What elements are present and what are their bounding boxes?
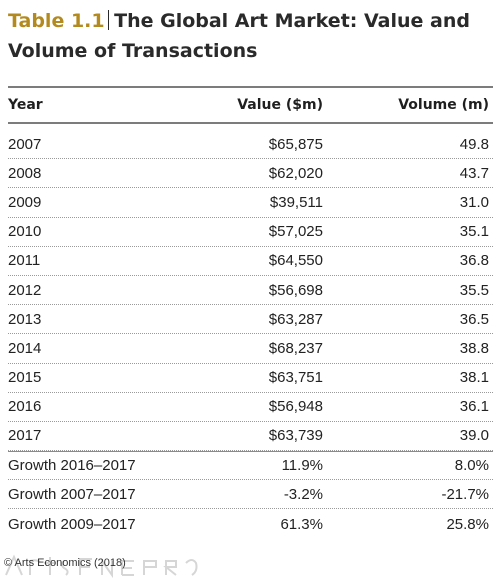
cell-growth-period: Growth 2009–2017 <box>8 515 136 533</box>
growth-row: Growth 2007–2017 -3.2% -21.7% <box>8 480 493 510</box>
column-header-volume: Volume (m) <box>398 97 489 113</box>
cell-year: 2012 <box>8 281 42 299</box>
cell-volume: 49.8 <box>459 135 489 153</box>
table-header-row: Year Value ($m) Volume (m) <box>8 86 493 124</box>
cell-value-growth: 11.9% <box>281 457 323 475</box>
table-row: 2009 $39,511 31.0 <box>8 188 493 218</box>
cell-volume-growth: 25.8% <box>446 515 489 533</box>
table-row: 2014 $68,237 38.8 <box>8 334 493 364</box>
growth-row: Growth 2016–2017 11.9% 8.0% <box>8 451 493 481</box>
table-title-line1: The Global Art Market: Value and <box>114 10 470 32</box>
cell-year: 2008 <box>8 164 42 182</box>
cell-year: 2010 <box>8 223 42 241</box>
table-body: 2007 $65,875 49.8 2008 $62,020 43.7 2009… <box>8 130 493 539</box>
table-row: 2017 $63,739 39.0 <box>8 422 493 452</box>
cell-value-growth: 61.3% <box>280 515 323 533</box>
table-row: 2008 $62,020 43.7 <box>8 159 493 189</box>
column-header-year: Year <box>8 97 43 113</box>
cell-growth-period: Growth 2007–2017 <box>8 485 136 503</box>
cell-year: 2014 <box>8 339 42 357</box>
table-row: 2013 $63,287 36.5 <box>8 305 493 335</box>
cell-volume: 35.1 <box>459 223 489 241</box>
cell-volume: 35.5 <box>459 281 489 299</box>
cell-value: $56,698 <box>268 281 323 299</box>
source-credit: © Arts Economics (2018) <box>4 557 126 569</box>
cell-volume: 36.1 <box>459 398 489 416</box>
cell-value: $62,020 <box>268 164 323 182</box>
cell-volume: 38.1 <box>459 369 489 387</box>
table-row: 2016 $56,948 36.1 <box>8 393 493 422</box>
cell-year: 2016 <box>8 398 42 416</box>
growth-row: Growth 2009–2017 61.3% 25.8% <box>8 509 493 538</box>
cell-value: $56,948 <box>268 398 323 416</box>
column-header-value: Value ($m) <box>237 97 323 113</box>
cell-volume: 36.8 <box>459 252 489 270</box>
cell-volume: 36.5 <box>459 310 489 328</box>
cell-volume-growth: 8.0% <box>454 457 489 475</box>
cell-year: 2015 <box>8 369 42 387</box>
table-title-line2: Volume of Transactions <box>8 40 258 62</box>
cell-volume-growth: -21.7% <box>441 485 489 503</box>
table-title: Table 1.1 The Global Art Market: Value an… <box>8 6 493 66</box>
cell-year: 2011 <box>8 252 41 270</box>
table-row: 2011 $64,550 36.8 <box>8 247 493 276</box>
cell-value: $63,287 <box>268 310 323 328</box>
cell-value: $68,237 <box>268 339 323 357</box>
cell-value: $63,739 <box>268 427 323 445</box>
cell-volume: 43.7 <box>459 164 489 182</box>
title-divider <box>107 10 110 30</box>
cell-year: 2017 <box>8 427 42 445</box>
cell-value-growth: -3.2% <box>283 485 323 503</box>
watermark-image <box>0 553 200 578</box>
cell-value: $65,875 <box>268 135 323 153</box>
table-row: 2012 $56,698 35.5 <box>8 276 493 306</box>
table-number-label: Table 1.1 <box>8 10 105 32</box>
cell-growth-period: Growth 2016–2017 <box>8 457 136 475</box>
watermark-graphic <box>5 554 198 578</box>
cell-year: 2009 <box>8 193 42 211</box>
cell-volume: 38.8 <box>459 339 489 357</box>
cell-value: $63,751 <box>268 369 323 387</box>
table-row: 2010 $57,025 35.1 <box>8 218 493 247</box>
cell-volume: 39.0 <box>459 427 489 445</box>
cell-volume: 31.0 <box>459 193 489 211</box>
cell-value: $39,511 <box>269 193 323 211</box>
cell-year: 2013 <box>8 310 42 328</box>
cell-year: 2007 <box>8 135 42 153</box>
table-row: 2015 $63,751 38.1 <box>8 364 493 393</box>
table-row: 2007 $65,875 49.8 <box>8 130 493 160</box>
cell-value: $64,550 <box>268 252 323 270</box>
cell-value: $57,025 <box>268 223 323 241</box>
